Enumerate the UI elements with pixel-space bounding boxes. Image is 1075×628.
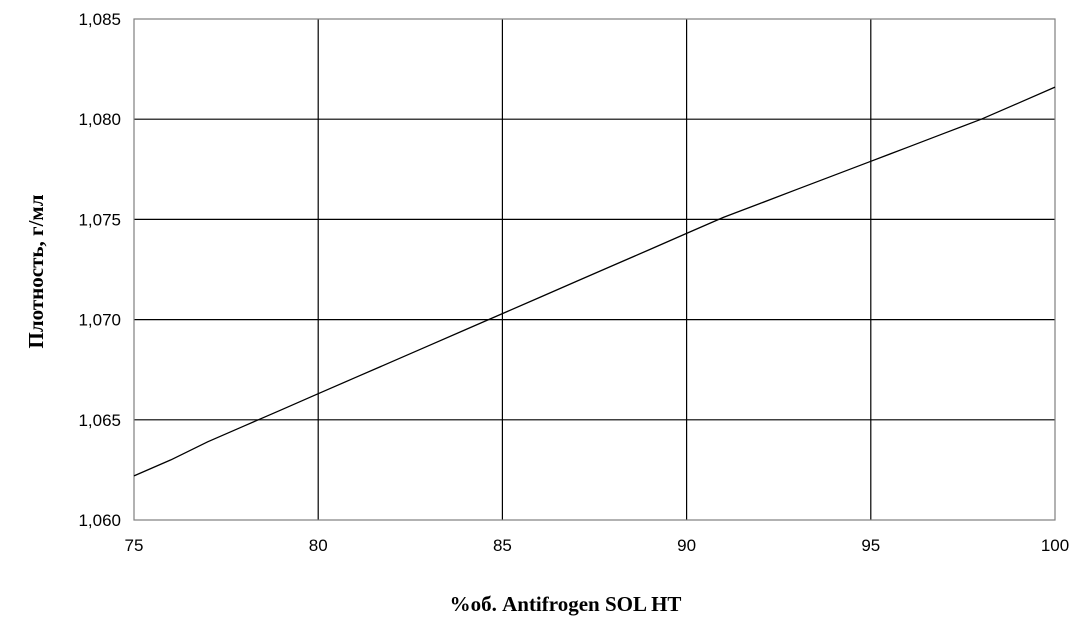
y-tick-label: 1,070 [78, 311, 121, 330]
y-tick-label: 1,085 [78, 10, 121, 29]
x-tick-label: 100 [1041, 536, 1069, 555]
x-tick-label: 75 [125, 536, 144, 555]
x-tick-label: 85 [493, 536, 512, 555]
y-tick-label: 1,060 [78, 511, 121, 530]
x-axis-ticks: 75 80 85 90 95 100 [125, 536, 1070, 555]
x-tick-label: 90 [677, 536, 696, 555]
x-tick-label: 80 [309, 536, 328, 555]
y-tick-label: 1,075 [78, 210, 121, 229]
y-axis-title: Плотность, г/мл [24, 194, 48, 348]
y-tick-label: 1,080 [78, 110, 121, 129]
x-axis-title: %об. Antifrogen SOL HT [450, 592, 682, 616]
y-axis-ticks: 1,060 1,065 1,070 1,075 1,080 1,085 [78, 10, 121, 530]
x-tick-label: 95 [861, 536, 880, 555]
plot-frame [133, 18, 1056, 521]
series-layer [133, 86, 1056, 477]
y-tick-label: 1,065 [78, 411, 121, 430]
grid [134, 19, 1055, 520]
series-line [133, 86, 1056, 477]
